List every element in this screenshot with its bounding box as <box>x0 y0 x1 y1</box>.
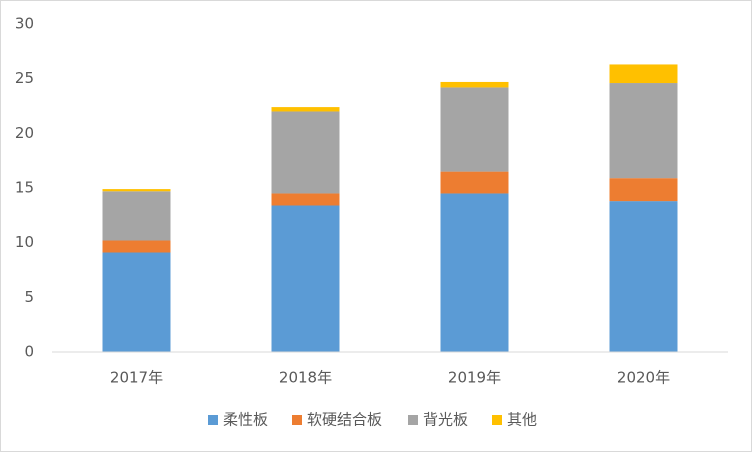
bar-segment <box>609 83 678 179</box>
y-tick-label: 20 <box>15 124 34 142</box>
bar-segment <box>609 178 678 202</box>
bar-segment <box>102 252 171 352</box>
bar-segment <box>609 201 678 352</box>
bar-segment <box>440 87 509 172</box>
bar-segment <box>271 107 340 112</box>
bar-segment <box>440 81 509 88</box>
y-tick-label: 10 <box>15 233 34 251</box>
legend-label: 软硬结合板 <box>307 411 382 429</box>
bar-segment <box>102 240 171 253</box>
legend-swatch <box>492 415 502 425</box>
bar-segment <box>609 64 678 84</box>
x-tick-label: 2018年 <box>279 369 332 387</box>
legend-swatch <box>208 415 218 425</box>
x-tick-label: 2017年 <box>110 369 163 387</box>
bar-segment <box>271 205 340 352</box>
bar-segment <box>271 111 340 194</box>
x-tick-label: 2019年 <box>448 369 501 387</box>
y-tick-label: 25 <box>15 69 34 87</box>
bar-segment <box>102 191 171 241</box>
y-tick-label: 0 <box>24 343 34 361</box>
bar-segment <box>440 193 509 352</box>
bar-segment <box>271 193 340 206</box>
y-tick-label: 5 <box>24 288 34 306</box>
legend-swatch <box>408 415 418 425</box>
x-tick-label: 2020年 <box>617 369 670 387</box>
legend-swatch <box>292 415 302 425</box>
bar-segment <box>102 189 171 192</box>
legend-label: 其他 <box>507 411 537 429</box>
legend-label: 柔性板 <box>223 411 268 429</box>
legend-label: 背光板 <box>423 411 468 429</box>
y-tick-label: 15 <box>15 179 34 197</box>
y-tick-label: 30 <box>15 15 34 33</box>
bar-segment <box>440 171 509 194</box>
